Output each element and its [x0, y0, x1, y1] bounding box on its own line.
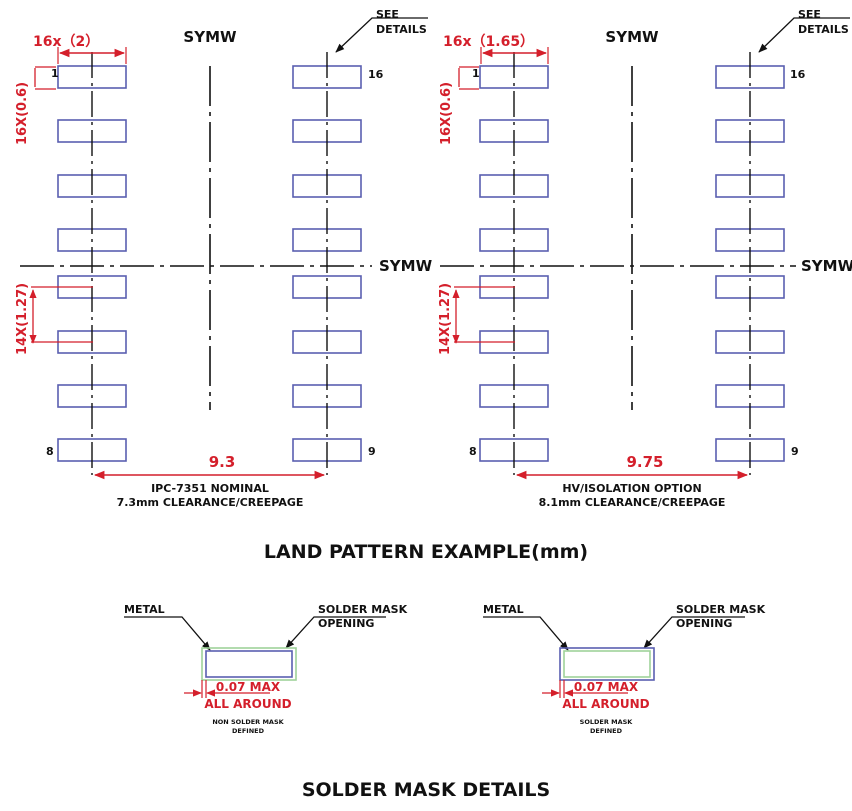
smd-metal-leader [483, 616, 569, 651]
left-pin-16-label: 16 [368, 68, 384, 81]
right-span-dim-label: 9.75 [626, 453, 663, 471]
smd-type-label-2: DEFINED [590, 727, 623, 735]
left-pin-9-label: 9 [368, 445, 376, 458]
left-see-details-leader [335, 17, 428, 53]
nsmd-max-label: 0.07 MAX [216, 680, 281, 694]
nsmd-type-label-2: DEFINED [232, 727, 265, 735]
right-details-label: DETAILS [798, 23, 849, 36]
right-pin-8-label: 8 [469, 445, 477, 458]
left-symw-side-label: SYMW [379, 257, 433, 275]
nsmd-metal-label: METAL [124, 603, 165, 616]
nsmd-metal-pad [205, 650, 293, 678]
right-land-pattern: 16x（1.65） SYMW SEE DETAILS 16X(0.6) 14X(… [438, 8, 850, 509]
left-pitch-dim-label: 14X(1.27) [15, 283, 30, 355]
right-pitch-dim-label: 14X(1.27) [438, 283, 453, 355]
right-see-details-leader [758, 17, 850, 53]
right-width-dim-label: 16x（1.65） [443, 34, 534, 50]
left-note-line2: 7.3mm CLEARANCE/CREEPAGE [117, 496, 304, 509]
left-see-label: SEE [376, 8, 399, 21]
smd-type-label-1: SOLDER MASK [580, 718, 634, 726]
nsmd-around-label: ALL AROUND [204, 697, 291, 711]
nsmd-opening-leader [285, 616, 386, 649]
left-details-label: DETAILS [376, 23, 427, 36]
solder-mask-detail-smd: METAL SOLDER MASK OPENING 0.07 MAX ALL A… [483, 603, 766, 735]
land-pattern-title: LAND PATTERN EXAMPLE(mm) [264, 541, 588, 563]
right-pin-1-label: 1 [472, 67, 480, 80]
nsmd-type-label-1: NON SOLDER MASK [212, 718, 284, 726]
smd-metal-pad [559, 647, 655, 681]
nsmd-mask-opening [201, 647, 297, 681]
right-note-line2: 8.1mm CLEARANCE/CREEPAGE [539, 496, 726, 509]
nsmd-metal-leader [124, 616, 211, 651]
right-pin-9-label: 9 [791, 445, 799, 458]
left-pin-8-label: 8 [46, 445, 54, 458]
solder-mask-title: SOLDER MASK DETAILS [302, 779, 550, 801]
right-note-line1: HV/ISOLATION OPTION [562, 482, 701, 495]
smd-mask-opening [563, 650, 651, 678]
smd-metal-label: METAL [483, 603, 524, 616]
left-note-line1: IPC-7351 NOMINAL [151, 482, 269, 495]
right-pin-16-label: 16 [790, 68, 806, 81]
left-pin-1-label: 1 [51, 67, 59, 80]
nsmd-opening-label-2: OPENING [318, 617, 374, 630]
nsmd-opening-label-1: SOLDER MASK [318, 603, 408, 616]
left-pad-height-dim-label: 16X(0.6) [15, 82, 30, 145]
left-symw-top-label: SYMW [183, 28, 237, 46]
smd-opening-leader [643, 616, 745, 649]
right-symw-top-label: SYMW [605, 28, 659, 46]
left-width-dim-label: 16x（2） [33, 34, 99, 50]
right-symw-side-label: SYMW [801, 257, 852, 275]
left-land-pattern: 16x（2） SYMW SEE DETAILS 16X(0.6) 14X(1.2… [15, 8, 428, 509]
left-span-dim-label: 9.3 [209, 453, 236, 471]
right-see-label: SEE [798, 8, 821, 21]
smd-opening-label-1: SOLDER MASK [676, 603, 766, 616]
smd-max-label: 0.07 MAX [574, 680, 639, 694]
smd-opening-label-2: OPENING [676, 617, 732, 630]
smd-around-label: ALL AROUND [562, 697, 649, 711]
solder-mask-detail-nsmd: METAL SOLDER MASK OPENING 0.07 MAX ALL A… [124, 603, 408, 735]
right-pad-height-dim-label: 16X(0.6) [439, 82, 454, 145]
